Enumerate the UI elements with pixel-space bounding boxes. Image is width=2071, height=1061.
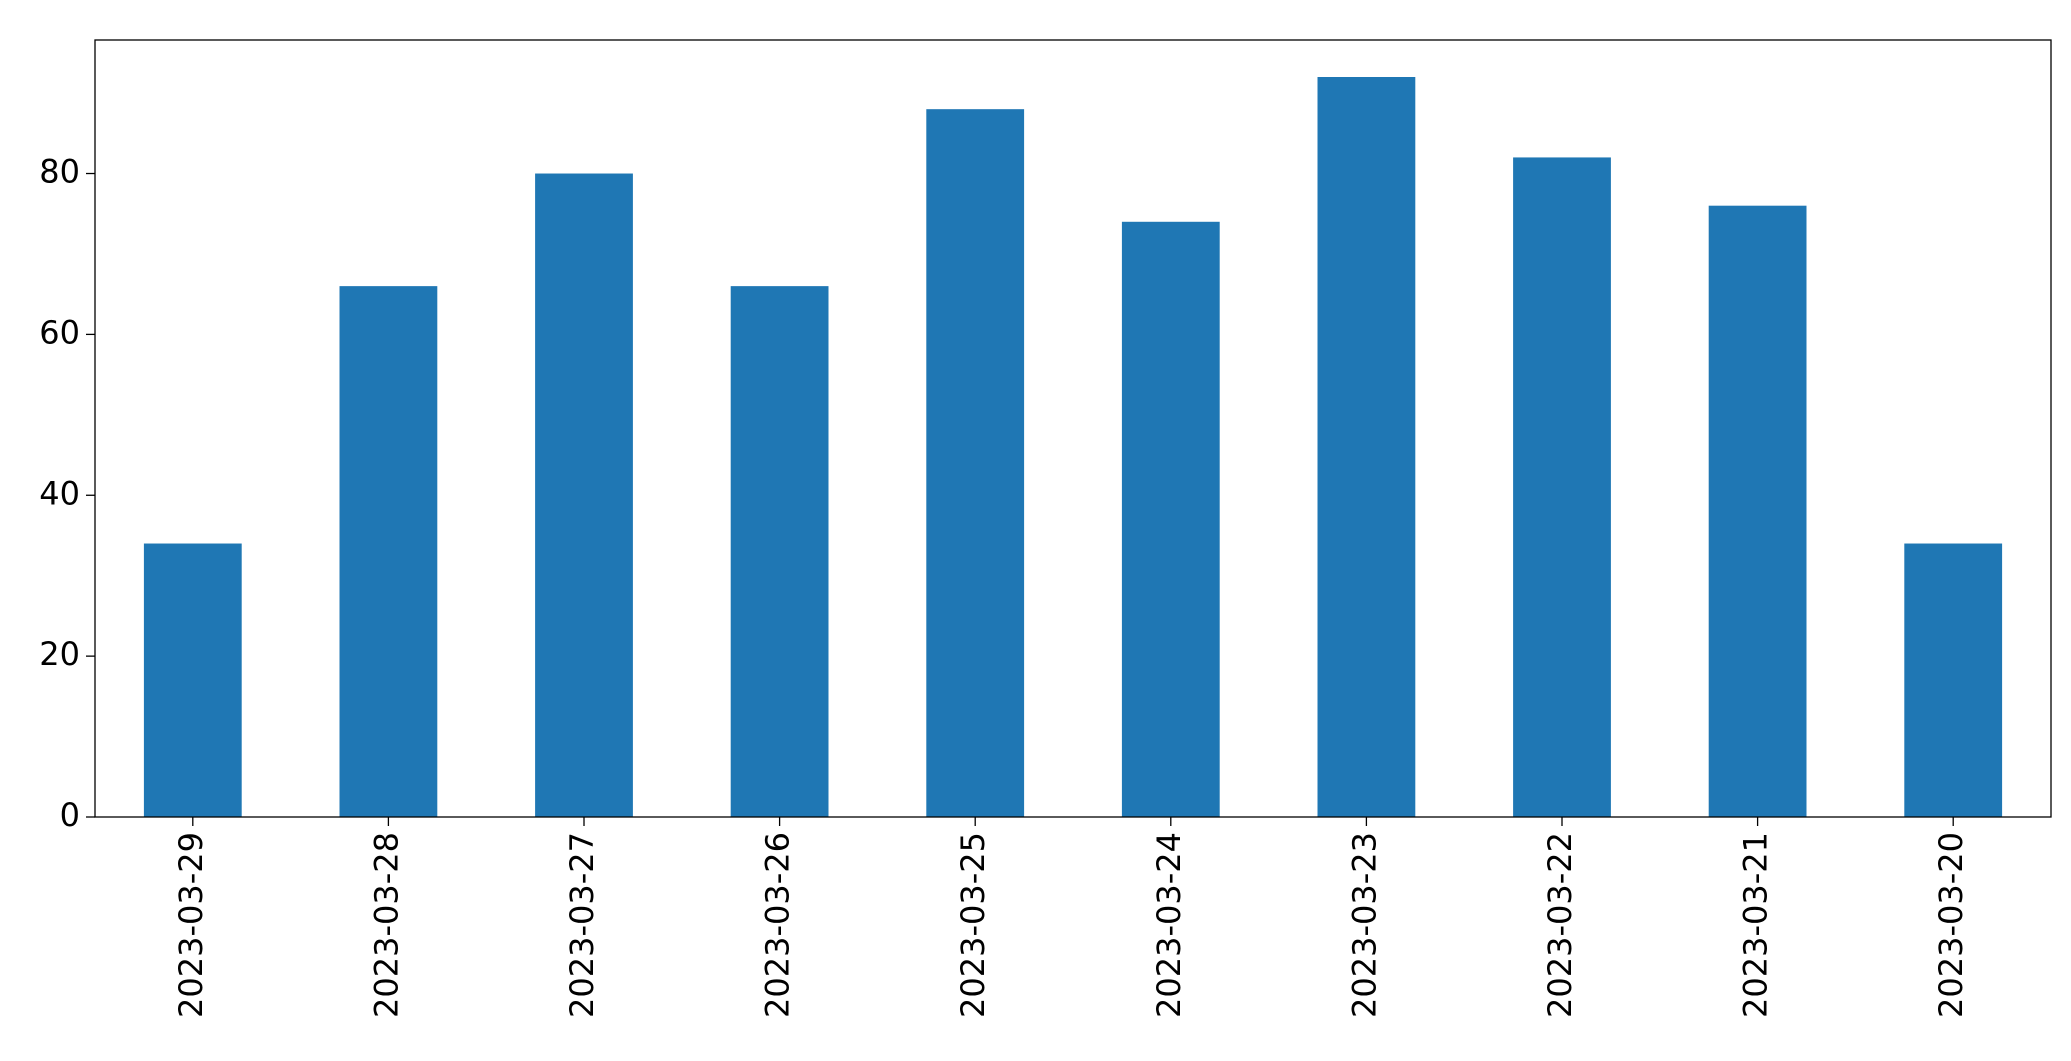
x-tick-label: 2023-03-21 [1737,832,1775,1018]
y-tick-label: 80 [39,153,80,191]
x-tick-label: 2023-03-23 [1345,832,1383,1018]
y-tick-label: 0 [60,796,80,834]
x-tick-label: 2023-03-24 [1150,832,1188,1018]
x-tick-label: 2023-03-27 [563,832,601,1018]
plot-frame [94,39,2052,818]
x-tick-label: 2023-03-20 [1932,832,1970,1018]
x-tick-label: 2023-03-28 [367,832,405,1018]
y-tick-label: 60 [39,313,80,351]
bar [730,286,829,817]
bar [926,109,1025,818]
bar [1513,157,1611,817]
bar [535,173,633,818]
y-tick-label: 20 [39,635,80,673]
y-tick-label: 40 [39,474,80,512]
bar [143,543,242,817]
bar [1708,205,1807,817]
bar [1121,221,1220,818]
bar [339,286,438,817]
x-tick-label: 2023-03-29 [172,832,210,1018]
x-tick-label: 2023-03-26 [759,832,797,1018]
bar [1317,77,1416,817]
x-tick-label: 2023-03-25 [954,832,992,1018]
bar [1904,543,2003,817]
x-tick-label: 2023-03-22 [1541,832,1579,1018]
